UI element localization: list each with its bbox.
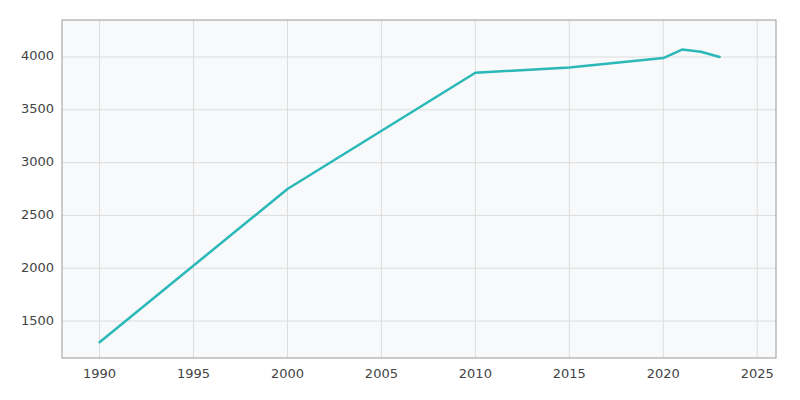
x-tick-label: 2015	[553, 366, 586, 381]
x-grid-line	[569, 20, 570, 358]
x-grid-line	[475, 20, 476, 358]
y-grid-line	[62, 215, 776, 216]
y-tick-label: 1500	[21, 313, 54, 328]
y-tick-label: 4000	[21, 48, 54, 63]
x-grid-line	[381, 20, 382, 358]
y-grid-line	[62, 321, 776, 322]
x-tick-label: 2000	[271, 366, 304, 381]
x-tick-label: 2005	[365, 366, 398, 381]
x-tick-label: 2025	[741, 366, 774, 381]
x-grid-line	[99, 20, 100, 358]
chart-container: 1500 2000 2500 3000 3500 4000 1990 1995 2000 2005…	[0, 0, 800, 400]
x-grid-line	[663, 20, 664, 358]
x-grid-line	[757, 20, 758, 358]
x-grid-line	[193, 20, 194, 358]
line	[100, 50, 720, 343]
plot-background	[62, 20, 776, 358]
series-group	[100, 50, 720, 343]
y-tick-label: 3000	[21, 154, 54, 169]
y-grid-line	[62, 268, 776, 269]
y-tick-label: 3500	[21, 101, 54, 116]
x-tick-label: 2010	[459, 366, 492, 381]
y-tick-label: 2500	[21, 207, 54, 222]
x-tick-label: 1995	[177, 366, 210, 381]
x-tick-label: 2020	[647, 366, 680, 381]
plot-frame	[62, 20, 776, 358]
x-tick-label: 1990	[83, 366, 116, 381]
grid	[62, 20, 776, 358]
y-grid-line	[62, 162, 776, 163]
chart-svg: 1500 2000 2500 3000 3500 4000 1990 1995 2000 2005…	[0, 0, 800, 400]
y-grid-line	[62, 109, 776, 110]
y-tick-label: 2000	[21, 260, 54, 275]
